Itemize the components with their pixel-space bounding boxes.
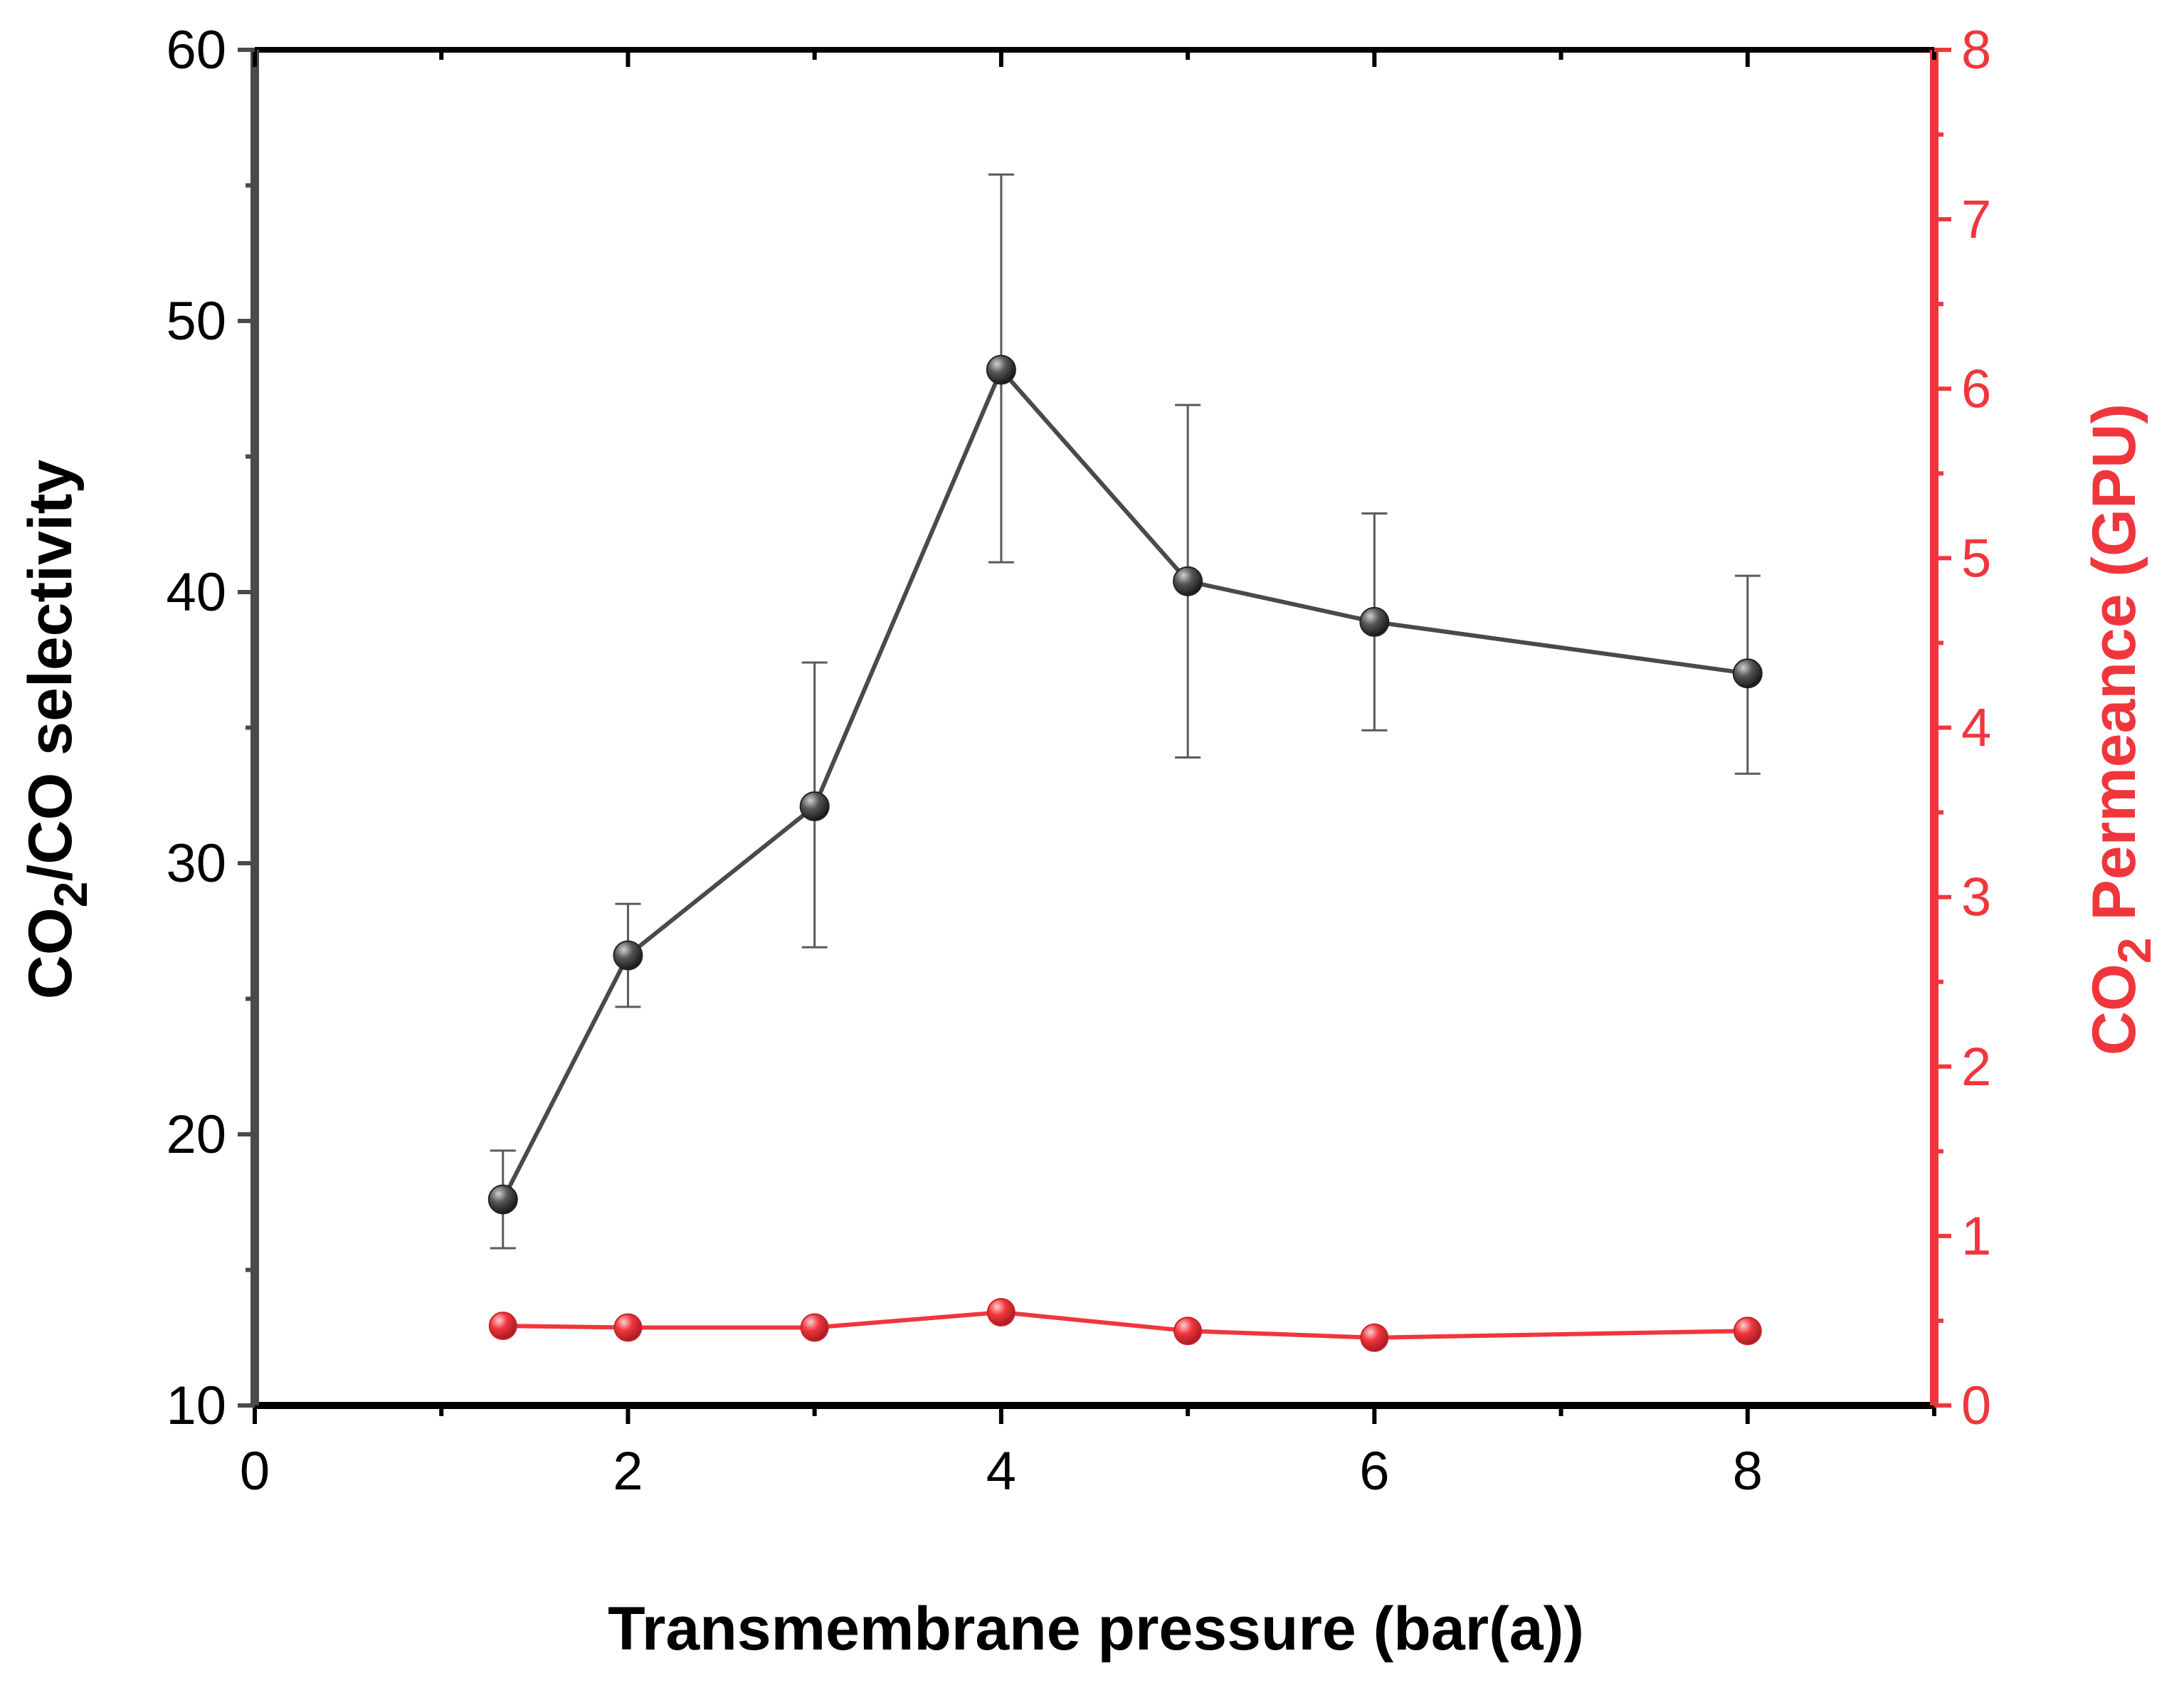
- x-tick-label: 2: [613, 1441, 643, 1502]
- y-right-tick-label: 7: [1961, 189, 1991, 250]
- selectivity-point: [487, 1184, 518, 1215]
- y-left-title-suffix: /CO selectivity: [16, 460, 85, 882]
- x-tick-label: 0: [240, 1441, 270, 1502]
- selectivity-point: [613, 940, 643, 971]
- y-left-title-sub: 2: [44, 882, 97, 908]
- permeance-point: [986, 1298, 1015, 1327]
- x-tick-label: 8: [1733, 1441, 1763, 1502]
- permeance-point: [1733, 1317, 1762, 1346]
- y-left-tick-label: 40: [166, 562, 226, 623]
- y-right-tick-label: 1: [1961, 1206, 1991, 1267]
- y-right-title-suffix: Permeance (GPU): [2080, 403, 2148, 937]
- selectivity-line: [501, 366, 1748, 1201]
- y-left-tick-label: 20: [166, 1104, 226, 1165]
- y-right-tick-label: 8: [1961, 20, 1991, 80]
- y-axis-right-title: CO2 Permeance (GPU): [2080, 403, 2161, 1055]
- y-left-tick-label: 50: [166, 291, 226, 352]
- x-axis: 0 2 4 6 8: [240, 50, 1936, 1502]
- permeance-point: [1173, 1317, 1203, 1346]
- y-left-tick-label: 60: [166, 20, 226, 80]
- y-right-tick-label: 5: [1961, 528, 1991, 589]
- y-right-tick-label: 6: [1961, 359, 1991, 419]
- y-right-tick-label: 0: [1961, 1376, 1991, 1436]
- series-layer: [487, 173, 1763, 1352]
- y-left-title-prefix: CO: [16, 907, 85, 999]
- permeance-point: [488, 1312, 517, 1341]
- y-right-title-prefix: CO: [2080, 964, 2148, 1055]
- y-right-title-sub: 2: [2108, 937, 2161, 964]
- selectivity-point: [1173, 566, 1203, 596]
- permeance-point: [800, 1313, 829, 1342]
- permeance-line: [502, 1310, 1748, 1340]
- y-axis-right: 0 1 2 3 4 5 6 7 8: [1934, 20, 1991, 1436]
- y-axis-left: 10 20 30 40 50 60: [166, 20, 255, 1436]
- selectivity-point: [986, 354, 1016, 385]
- x-tick-label: 6: [1359, 1441, 1389, 1502]
- y-right-tick-label: 3: [1961, 867, 1991, 928]
- selectivity-point: [1732, 658, 1763, 689]
- y-left-tick-label: 30: [166, 833, 226, 894]
- y-axis-left-title: CO2/CO selectivity: [16, 460, 97, 1000]
- selectivity-point: [799, 791, 830, 821]
- y-left-tick-label: 10: [166, 1376, 226, 1436]
- x-axis-title: Transmembrane pressure (bar(a)): [608, 1595, 1584, 1663]
- permeance-point: [613, 1313, 643, 1342]
- y-right-tick-label: 2: [1961, 1037, 1991, 1097]
- y-right-tick-label: 4: [1961, 698, 1991, 759]
- permeance-point: [1360, 1323, 1389, 1352]
- x-tick-label: 4: [986, 1441, 1016, 1502]
- selectivity-point: [1359, 606, 1390, 637]
